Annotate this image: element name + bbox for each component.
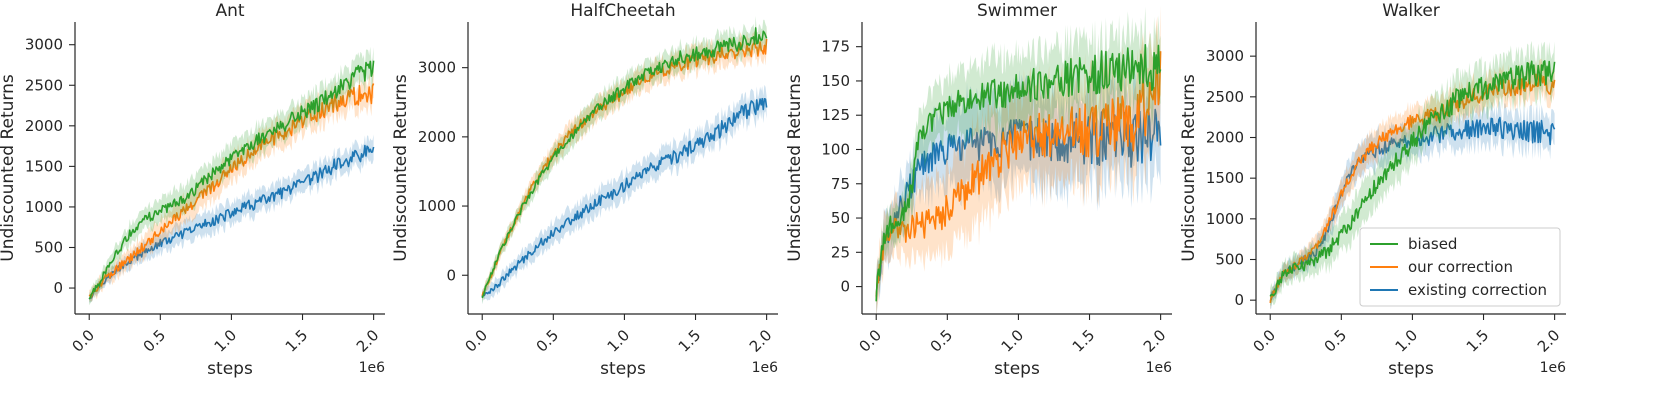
legend-label: existing correction [1408, 281, 1547, 299]
series-line-our-correction [1269, 73, 1556, 304]
y-tick-label: 3000 [418, 59, 456, 77]
x-tick-label: 1.5 [1069, 326, 1099, 356]
legend-label: our correction [1408, 258, 1513, 276]
series-line-biased [88, 60, 375, 300]
x-axis-label: steps [994, 359, 1040, 379]
y-tick-label: 125 [821, 106, 850, 124]
x-tick-label: 1.5 [282, 326, 312, 356]
panel-swimmer: 0 25 50 75 100 125 150 175 0.0 0.5 1.0 1.5 2.0 Swimme… [785, 1, 1172, 379]
y-tick-label: 100 [821, 140, 850, 158]
band-biased [1270, 40, 1555, 307]
y-tick-label: 0 [840, 278, 850, 296]
x-tick-label: 2.0 [353, 326, 383, 356]
panel-ant: 0 500 1000 1500 2000 2500 3000 0.0 0.5 1.0 1.5 2.0 A… [0, 1, 385, 379]
x-axis-label: steps [600, 359, 646, 379]
x-tick-label: 1.0 [1392, 326, 1422, 356]
y-tick-label: 3000 [1206, 47, 1244, 65]
chart-title: Swimmer [977, 1, 1057, 21]
y-tick-label: 1500 [1206, 169, 1244, 187]
legend: biased our correction existing correction [1359, 227, 1561, 307]
x-tick-label: 0.0 [1249, 326, 1279, 356]
x-tick-label: 1.5 [1463, 326, 1493, 356]
x-tick-label: 0.0 [461, 326, 491, 356]
y-tick-label: 500 [1215, 251, 1244, 269]
x-tick-label: 0.5 [533, 326, 563, 356]
x-offset-label: 1e6 [359, 360, 386, 376]
legend-box [1359, 227, 1561, 307]
y-tick-label: 2500 [25, 76, 63, 94]
x-axis-label: steps [1388, 359, 1434, 379]
y-axis-label: Undiscounted Returns [391, 74, 411, 262]
x-tick-label: 0.0 [855, 326, 885, 356]
y-tick-label: 3000 [25, 36, 63, 54]
y-tick-label: 1000 [418, 197, 456, 215]
x-tick-label: 2.0 [1140, 326, 1170, 356]
y-tick-label: 0 [1234, 291, 1244, 309]
band-existing-correction [482, 84, 767, 305]
x-tick-label: 1.5 [675, 326, 705, 356]
x-axis-label: steps [207, 359, 253, 379]
x-tick-label: 0.0 [68, 326, 98, 356]
y-tick-label: 175 [821, 38, 850, 56]
y-tick-label: 50 [831, 209, 850, 227]
band-existing-correction [89, 134, 374, 303]
x-tick-label: 0.5 [927, 326, 957, 356]
x-tick-label: 0.5 [140, 326, 170, 356]
x-tick-label: 1.0 [604, 326, 634, 356]
y-tick-label: 500 [34, 238, 63, 256]
x-offset-label: 1e6 [1146, 360, 1173, 376]
y-tick-label: 2000 [418, 128, 456, 146]
x-offset-label: 1e6 [752, 360, 779, 376]
y-tick-label: 2000 [25, 117, 63, 135]
series-line-our-correction [875, 51, 1162, 298]
chart-title: HalfCheetah [570, 1, 675, 21]
y-tick-label: 1000 [1206, 210, 1244, 228]
x-tick-label: 2.0 [746, 326, 776, 356]
y-tick-label: 0 [446, 266, 456, 284]
legend-label: biased [1408, 235, 1457, 253]
x-tick-label: 1.0 [998, 326, 1028, 356]
y-tick-label: 0 [53, 279, 63, 297]
series-line-biased [481, 27, 768, 299]
y-tick-label: 2500 [1206, 88, 1244, 106]
y-tick-label: 75 [831, 175, 850, 193]
chart-title: Walker [1382, 1, 1440, 21]
chart-title: Ant [215, 1, 244, 21]
y-axis-label: Undiscounted Returns [1179, 74, 1199, 262]
x-tick-label: 0.5 [1321, 326, 1351, 356]
x-tick-label: 1.0 [211, 326, 241, 356]
y-tick-label: 1500 [25, 157, 63, 175]
series-line-biased [875, 43, 1162, 302]
y-tick-label: 25 [831, 243, 850, 261]
y-axis-label: Undiscounted Returns [785, 74, 805, 262]
y-tick-label: 150 [821, 72, 850, 90]
series-line-existing-correction [481, 97, 768, 298]
series-line-biased [1269, 60, 1556, 297]
x-offset-label: 1e6 [1540, 360, 1567, 376]
y-tick-label: 2000 [1206, 128, 1244, 146]
x-tick-label: 2.0 [1534, 326, 1564, 356]
panel-halfcheetah: 0 1000 2000 3000 0.0 0.5 1.0 1.5 2.0 HalfCheetah s… [391, 1, 778, 379]
panel-walker: 0 500 1000 1500 2000 2500 3000 0.0 0.5 1.0 1.5 2.0 W… [1179, 1, 1566, 379]
y-tick-label: 1000 [25, 198, 63, 216]
y-axis-label: Undiscounted Returns [0, 74, 18, 262]
series-line-existing-correction [875, 108, 1162, 297]
